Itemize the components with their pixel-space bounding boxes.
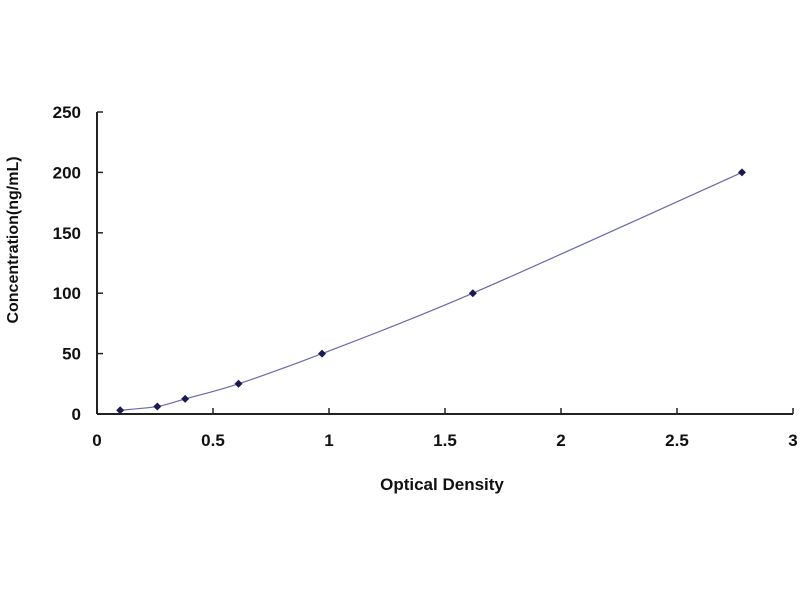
x-tick-label: 0 (92, 431, 101, 450)
axes (96, 111, 794, 415)
series-curve (120, 171, 743, 411)
x-tick-label: 2.5 (665, 431, 689, 450)
x-tick-label: 2 (556, 431, 565, 450)
x-tick-label: 1 (324, 431, 333, 450)
data-point (318, 349, 327, 358)
data-point (737, 168, 746, 177)
data-point (234, 379, 243, 388)
y-tick-label: 250 (53, 103, 81, 122)
y-axis-label: Concentration(ng/mL) (5, 156, 22, 323)
data-point (468, 289, 477, 298)
x-tick-label: 1.5 (433, 431, 457, 450)
y-tick-label: 100 (53, 284, 81, 303)
tick-labels: 0 0.5 1 1.5 2 2.5 3 0 50 100 150 200 250 (53, 103, 798, 450)
x-tick-label: 0.5 (201, 431, 225, 450)
y-tick-label: 0 (72, 405, 81, 424)
x-axis-label: Optical Density (380, 475, 504, 494)
y-tick-label: 50 (62, 345, 81, 364)
x-tick-label: 3 (788, 431, 797, 450)
data-point (181, 394, 190, 403)
data-point (153, 402, 162, 411)
data-points (116, 168, 746, 415)
y-tick-label: 150 (53, 224, 81, 243)
data-point (116, 406, 125, 415)
y-tick-label: 200 (53, 163, 81, 182)
